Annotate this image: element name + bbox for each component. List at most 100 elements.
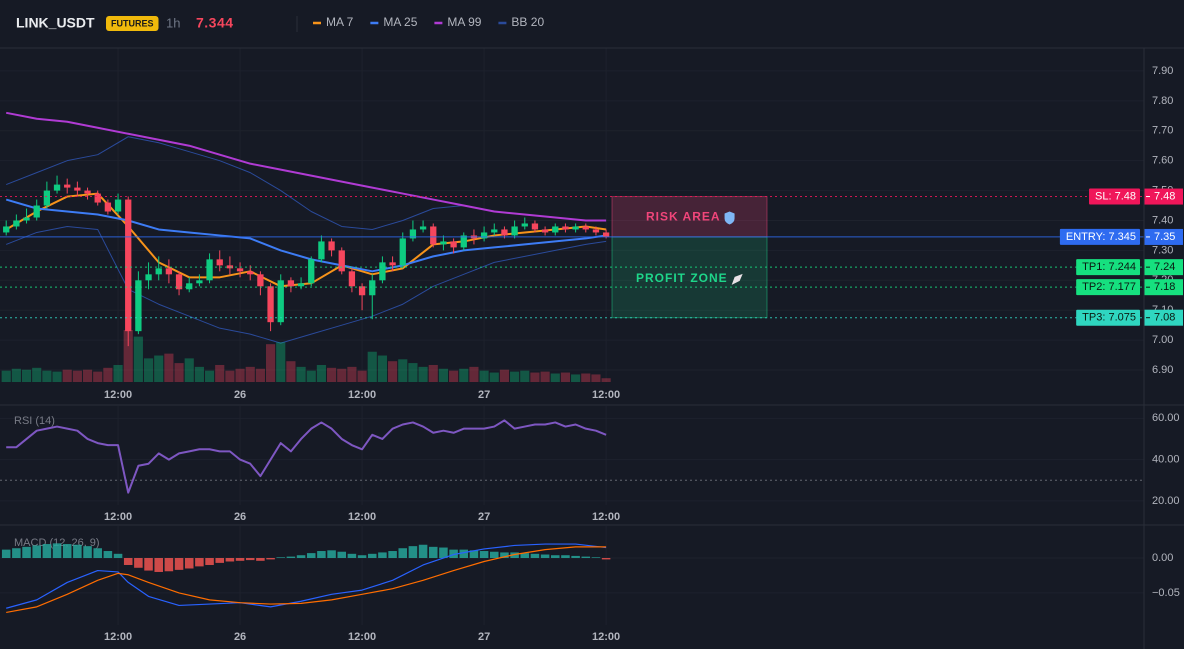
volume-bar: [296, 366, 306, 382]
candle-body: [196, 280, 203, 284]
zone-label: RISK AREA: [646, 210, 721, 224]
x-tick-label: 27: [478, 631, 490, 643]
volume-bar: [52, 371, 62, 382]
x-tick-label: 27: [478, 389, 490, 401]
macd-hist-bar: [540, 554, 550, 559]
candle-body: [206, 259, 213, 281]
macd-hist-bar: [591, 557, 601, 559]
y-tick-label: 0.00: [1152, 552, 1173, 564]
shield-icon: [724, 211, 735, 225]
volume-bar: [21, 369, 32, 382]
volume-bar: [255, 368, 265, 382]
macd-hist-bar: [337, 551, 347, 559]
volume-bar: [286, 361, 296, 382]
candle-body: [94, 193, 101, 203]
candle-body: [592, 229, 600, 233]
symbol[interactable]: LINK_USDT: [16, 15, 95, 31]
candle-body: [297, 283, 305, 287]
volume-bar: [316, 364, 326, 382]
macd-hist-bar: [245, 558, 255, 561]
candle-body: [491, 229, 498, 233]
grid-layer: [0, 48, 1144, 625]
candle-body: [521, 223, 528, 227]
axis-tag: 7.08: [1154, 312, 1175, 324]
macd-hist-bar: [357, 555, 367, 559]
axis-tag-bg: [1144, 259, 1183, 276]
volume-bar: [418, 366, 428, 382]
interval[interactable]: 1h: [166, 15, 180, 30]
volume-bar: [408, 363, 418, 382]
x-tick-label: 12:00: [104, 389, 132, 401]
candle-body: [318, 241, 325, 260]
y-tick-label: 7.90: [1152, 65, 1173, 77]
x-tick-label: 26: [234, 389, 246, 401]
level-tag: SL: 7.48: [1095, 190, 1136, 202]
macd-hist-bar: [500, 552, 509, 559]
candle-body: [135, 280, 142, 332]
candle-body: [145, 274, 152, 281]
macd-hist-bar: [235, 558, 245, 561]
volume-bar: [235, 368, 245, 382]
macd-hist-bar: [73, 544, 82, 559]
axis-tag-bg: [1144, 228, 1183, 245]
axis-tag-bg: [1144, 309, 1183, 326]
volume-bar: [571, 374, 581, 382]
volume-bar: [113, 364, 123, 382]
candle-body: [114, 199, 122, 212]
volume-bar: [337, 368, 347, 382]
y-tick-label: 7.80: [1152, 95, 1173, 107]
x-tick-label: 12:00: [348, 511, 376, 523]
macd-hist-bar: [266, 558, 275, 560]
macd-hist-bar: [83, 546, 92, 559]
x-tick-label: 26: [234, 631, 246, 643]
volume-bar: [62, 369, 72, 382]
volume-bar: [388, 361, 398, 382]
volume-bar: [459, 368, 469, 382]
x-tick-label: 12:00: [348, 389, 376, 401]
x-tick-label: 27: [478, 511, 490, 523]
macd-hist-bar: [388, 551, 397, 559]
legend: MA 7 MA 25 MA 99 BB 20: [313, 15, 544, 29]
volume-bar: [530, 372, 540, 382]
macd-hist-bar: [144, 558, 153, 571]
legend-label: BB 20: [511, 15, 544, 29]
macd-hist-bar: [205, 558, 214, 565]
level-tag: TP2: 7.177: [1082, 281, 1136, 293]
macd-hist-bar: [530, 553, 540, 559]
volume-bar: [72, 370, 82, 382]
macd-hist-bar: [164, 558, 174, 572]
y-tick-label: 60.00: [1152, 412, 1180, 424]
y-tick-label: 6.90: [1152, 364, 1173, 376]
x-tick-label: 12:00: [348, 631, 376, 643]
volume-bar: [174, 363, 184, 382]
volume-bar: [276, 342, 286, 382]
volume-bar: [581, 373, 591, 382]
macd-hist-bar: [479, 551, 489, 559]
candle-body: [175, 274, 183, 290]
volume-bar: [123, 330, 133, 382]
volume-bar: [489, 372, 499, 382]
axis-tag: 7.18: [1154, 281, 1175, 293]
level-tag-bg: [1059, 228, 1140, 245]
bb-upper: [6, 136, 607, 230]
candle-body: [389, 262, 396, 266]
macd-hist-bar: [1, 549, 11, 559]
x-tick-label: 26: [234, 511, 246, 523]
y-tick-label: 7.30: [1152, 244, 1173, 256]
volume-bar: [265, 344, 276, 382]
level-tag-bg: [1076, 279, 1140, 296]
volume-bar: [479, 370, 489, 382]
volume-bar: [520, 370, 530, 382]
volume-bar: [428, 364, 438, 382]
candle-body: [399, 238, 406, 266]
macd-hist-bar: [327, 550, 336, 559]
candle-body: [155, 268, 162, 275]
legend-label: MA 7: [326, 15, 354, 29]
candle-body: [267, 286, 274, 323]
candle-body: [33, 205, 40, 218]
volume-bar: [184, 358, 194, 382]
macd-hist-bar: [581, 556, 591, 559]
macd-hist-bar: [520, 553, 530, 559]
candle-body: [74, 187, 81, 191]
